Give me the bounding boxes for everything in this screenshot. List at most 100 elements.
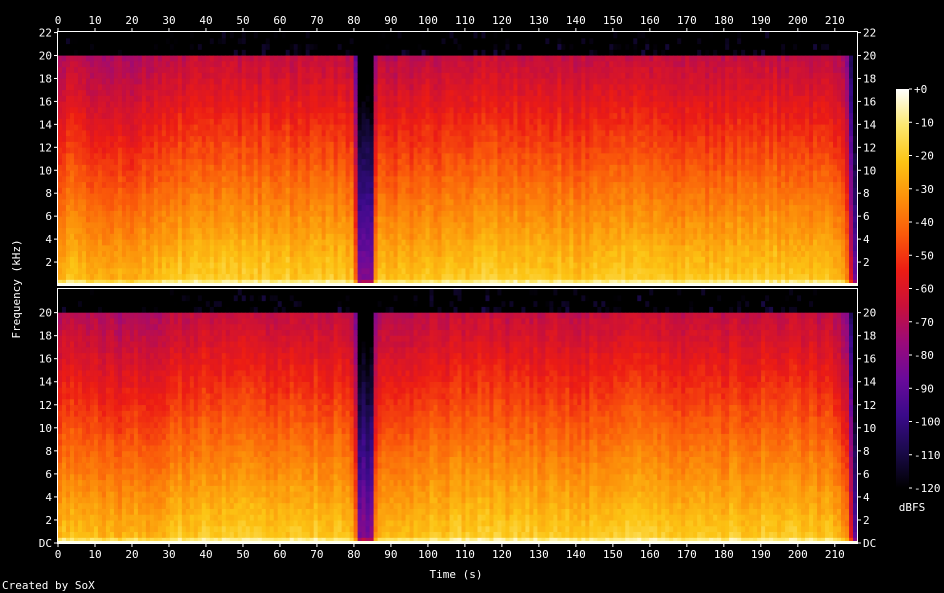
y-tick-right: 20 (863, 50, 876, 63)
x-tick-top: 200 (788, 14, 808, 27)
y-tick-left: 10 (39, 422, 52, 435)
x-tick-top: 150 (603, 14, 623, 27)
y-tick-left: 20 (39, 50, 52, 63)
y-tick-right: 14 (863, 118, 877, 131)
spectrogram-panel-bottom (58, 289, 858, 544)
x-tick-top: 30 (162, 14, 175, 27)
y-tick-right: 18 (863, 72, 876, 85)
y-tick-left: 6 (45, 210, 52, 223)
y-tick-left: 18 (39, 330, 52, 343)
colorbar-tick: -120 (914, 482, 941, 495)
y-tick-right: DC (863, 537, 876, 550)
x-tick-top: 90 (384, 14, 397, 27)
y-tick-left: 6 (45, 468, 52, 481)
y-tick-left: 22 (39, 27, 52, 40)
x-tick-top: 60 (273, 14, 286, 27)
y-tick-right: 16 (863, 95, 876, 108)
y-tick-left: 8 (45, 187, 52, 200)
x-axis-label: Time (s) (430, 568, 483, 581)
y-tick-right: 12 (863, 399, 876, 412)
credit-text: Created by SoX (2, 579, 95, 592)
x-tick-top: 50 (236, 14, 249, 27)
colorbar-label: dBFS (899, 501, 926, 514)
x-tick-top: 40 (199, 14, 212, 27)
colorbar-tick: -20 (914, 150, 934, 163)
y-tick-right: 2 (863, 256, 870, 269)
y-tick-right: 10 (863, 422, 876, 435)
x-tick-bottom: 140 (566, 548, 586, 561)
x-tick-bottom: 150 (603, 548, 623, 561)
x-tick-bottom: 100 (418, 548, 438, 561)
y-tick-right: 10 (863, 164, 876, 177)
colorbar-tick: -80 (914, 349, 934, 362)
x-tick-top: 170 (677, 14, 697, 27)
x-tick-top: 110 (455, 14, 475, 27)
x-tick-top: 120 (492, 14, 512, 27)
y-axis-label: Frequency (kHz) (10, 239, 23, 338)
y-tick-left: 14 (39, 376, 53, 389)
x-tick-bottom: 60 (273, 548, 286, 561)
y-tick-right: 14 (863, 376, 877, 389)
y-tick-right: 20 (863, 307, 876, 320)
x-tick-top: 70 (310, 14, 323, 27)
x-tick-top: 80 (347, 14, 360, 27)
x-tick-top: 140 (566, 14, 586, 27)
y-tick-right: 6 (863, 210, 870, 223)
spectrogram-panels (58, 32, 858, 544)
spectrogram-panel-top (58, 32, 858, 286)
y-tick-left: 4 (45, 233, 52, 246)
colorbar-tick: -70 (914, 316, 934, 329)
y-tick-right: 22 (863, 27, 876, 40)
x-tick-bottom: 0 (55, 548, 62, 561)
y-tick-left: 2 (45, 514, 52, 527)
x-tick-bottom: 40 (199, 548, 212, 561)
colorbar-tick: -90 (914, 382, 934, 395)
x-tick-bottom: 200 (788, 548, 808, 561)
x-tick-top: 190 (751, 14, 771, 27)
x-tick-bottom: 20 (125, 548, 138, 561)
x-tick-top: 100 (418, 14, 438, 27)
colorbar-tick: -110 (914, 449, 941, 462)
y-tick-right: 12 (863, 141, 876, 154)
x-tick-top: 130 (529, 14, 549, 27)
colorbar-tick: +0 (914, 83, 927, 96)
x-tick-bottom: 50 (236, 548, 249, 561)
colorbar-tick: -10 (914, 116, 934, 129)
x-tick-bottom: 160 (640, 548, 660, 561)
x-tick-top: 10 (88, 14, 101, 27)
x-tick-bottom: 210 (825, 548, 845, 561)
y-tick-left: 20 (39, 307, 52, 320)
y-tick-right: 16 (863, 353, 876, 366)
y-tick-left: DC (39, 537, 52, 550)
colorbar: +0 -10 -20 -30 -40 -50 -60 -70 -80 -90 -100 -110 -12… (896, 83, 941, 495)
y-tick-right: 2 (863, 514, 870, 527)
y-tick-left: 12 (39, 141, 52, 154)
colorbar-tick: -40 (914, 216, 934, 229)
x-tick-bottom: 190 (751, 548, 771, 561)
colorbar-tick: -30 (914, 183, 934, 196)
y-tick-left: 10 (39, 164, 52, 177)
y-tick-right: 4 (863, 491, 870, 504)
x-tick-top: 20 (125, 14, 138, 27)
x-tick-top: 160 (640, 14, 660, 27)
y-tick-right: 18 (863, 330, 876, 343)
y-tick-left: 16 (39, 353, 52, 366)
y-tick-right: 6 (863, 468, 870, 481)
x-tick-top: 0 (55, 14, 62, 27)
y-tick-left: 4 (45, 491, 52, 504)
x-tick-bottom: 170 (677, 548, 697, 561)
x-tick-bottom: 180 (714, 548, 734, 561)
x-tick-bottom: 130 (529, 548, 549, 561)
x-tick-bottom: 70 (310, 548, 323, 561)
y-tick-left: 16 (39, 95, 52, 108)
y-tick-left: 12 (39, 399, 52, 412)
y-tick-right: 4 (863, 233, 870, 246)
colorbar-gradient (896, 89, 909, 488)
x-tick-bottom: 90 (384, 548, 397, 561)
y-tick-left: 18 (39, 72, 52, 85)
x-tick-bottom: 110 (455, 548, 475, 561)
y-tick-right: 8 (863, 187, 870, 200)
axes: 0 0 10 10 20 20 30 30 40 40 50 50 60 60 70 70 80 80 90 90 10… (39, 14, 877, 561)
x-tick-bottom: 120 (492, 548, 512, 561)
